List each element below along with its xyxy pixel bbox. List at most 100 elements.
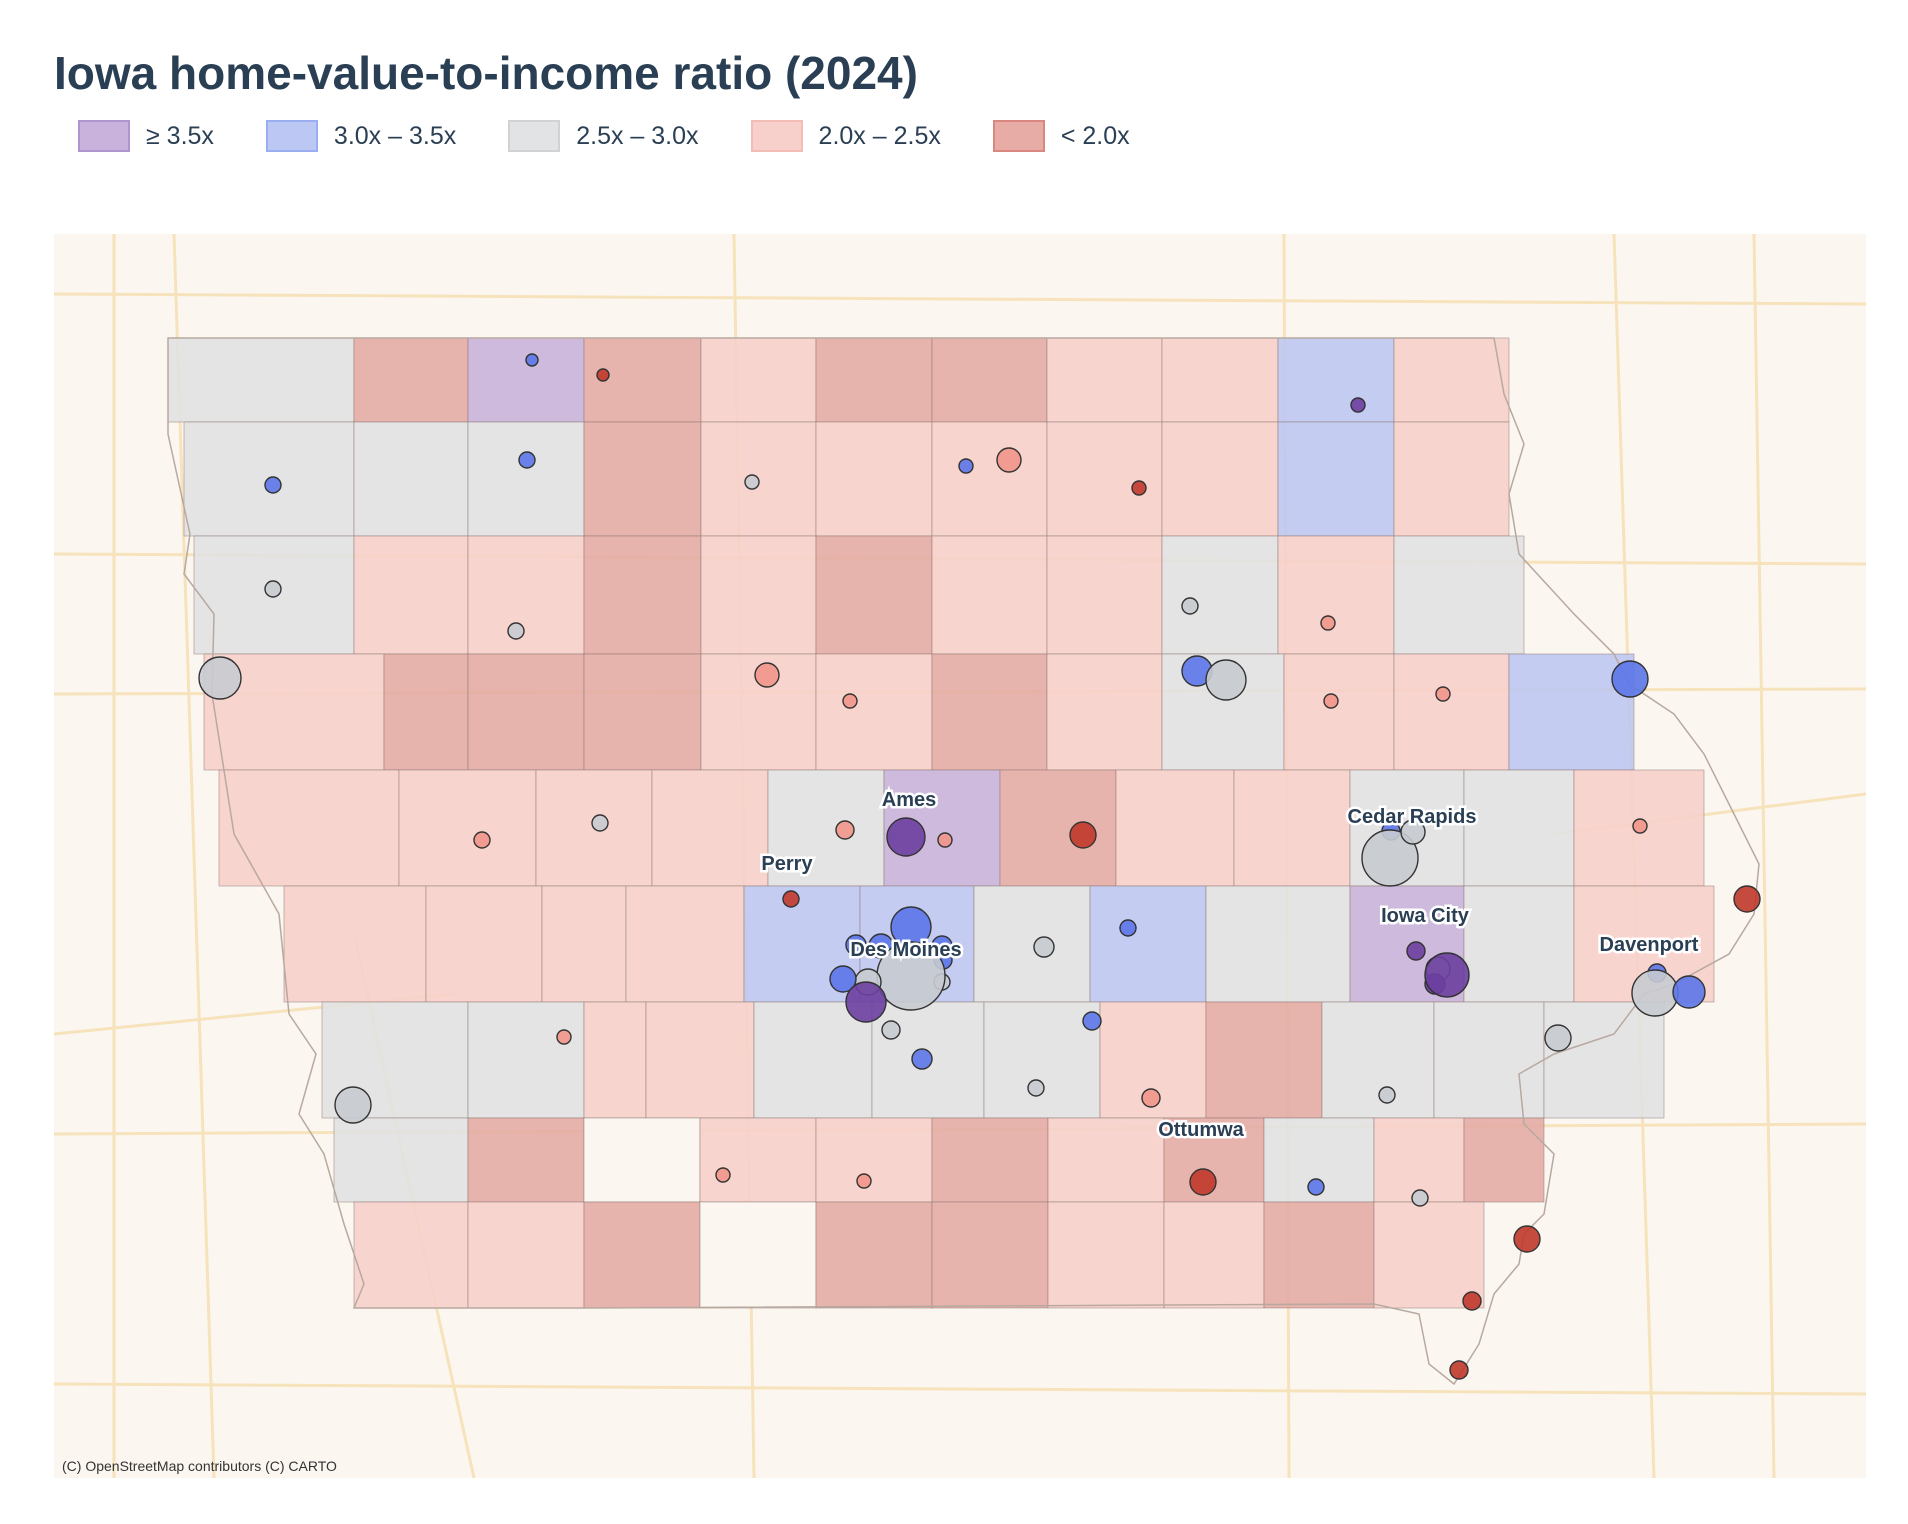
county-none[interactable] (583, 1117, 701, 1203)
county-gray[interactable] (467, 421, 585, 537)
county-blue[interactable] (1277, 421, 1395, 537)
county-gray[interactable] (1543, 1001, 1665, 1119)
county-pink[interactable] (931, 535, 1048, 655)
county-red[interactable] (583, 421, 702, 537)
county-pink[interactable] (283, 885, 427, 1003)
city-marker-pink[interactable] (1323, 693, 1339, 709)
county-red[interactable] (931, 1201, 1049, 1309)
county-pink[interactable] (1393, 421, 1510, 537)
city-marker-gray[interactable] (591, 814, 609, 832)
city-marker-blue[interactable] (1082, 1011, 1102, 1031)
city-marker-gray[interactable] (334, 1086, 372, 1124)
county-pink[interactable] (583, 1001, 647, 1119)
county-pink[interactable] (1046, 535, 1163, 655)
city-marker-red[interactable] (1069, 821, 1097, 849)
county-gray[interactable] (1463, 769, 1575, 887)
county-gray[interactable] (1433, 1001, 1545, 1119)
city-marker-gray[interactable] (1181, 597, 1199, 615)
city-marker-pink[interactable] (1435, 686, 1451, 702)
county-red[interactable] (353, 337, 469, 423)
city-marker-gray[interactable] (1205, 659, 1247, 701)
county-gray[interactable] (1205, 885, 1351, 1003)
city-marker-red[interactable] (1131, 480, 1147, 496)
county-red[interactable] (931, 653, 1048, 771)
city-markers[interactable] (198, 353, 1761, 1380)
county-pink[interactable] (1161, 337, 1279, 423)
city-marker-blue[interactable] (911, 1048, 933, 1070)
county-pink[interactable] (353, 1201, 469, 1309)
city-marker-blue[interactable] (829, 965, 857, 993)
city-marker-red[interactable] (1513, 1225, 1541, 1253)
city-marker-red[interactable] (1462, 1291, 1482, 1311)
county-pink[interactable] (651, 769, 769, 887)
city-marker-gray[interactable] (1400, 819, 1426, 845)
city-marker-pink[interactable] (996, 447, 1022, 473)
city-marker-gray[interactable] (1361, 829, 1419, 887)
city-marker-purple[interactable] (1424, 952, 1470, 998)
city-marker-pink[interactable] (1632, 818, 1648, 834)
city-marker-pink[interactable] (556, 1029, 572, 1045)
county-pink[interactable] (1277, 535, 1395, 655)
city-marker-pink[interactable] (835, 820, 855, 840)
county-red[interactable] (815, 1201, 933, 1309)
county-pink[interactable] (1161, 421, 1279, 537)
county-red[interactable] (1263, 1201, 1375, 1309)
county-pink[interactable] (1373, 1117, 1465, 1203)
county-red[interactable] (999, 769, 1117, 887)
county-pink[interactable] (625, 885, 745, 1003)
county-red[interactable] (467, 1117, 585, 1203)
city-marker-blue[interactable] (525, 353, 539, 367)
county-gray[interactable] (983, 1001, 1101, 1119)
county-pink[interactable] (1046, 337, 1163, 423)
city-marker-red[interactable] (596, 368, 610, 382)
county-pink[interactable] (1393, 653, 1510, 771)
city-marker-gray[interactable] (198, 656, 242, 700)
city-marker-pink[interactable] (754, 662, 780, 688)
city-marker-blue[interactable] (845, 934, 867, 956)
county-gray[interactable] (1463, 885, 1575, 1003)
county-pink[interactable] (1046, 653, 1163, 771)
county-pink[interactable] (815, 421, 933, 537)
legend-item-2-5-3-0[interactable]: 2.5x – 3.0x (508, 120, 699, 152)
county-red[interactable] (583, 653, 702, 771)
county-pink[interactable] (1047, 1117, 1165, 1203)
county-gray[interactable] (1161, 535, 1279, 655)
city-marker-pink[interactable] (1141, 1088, 1161, 1108)
legend-item-3-0-3-5[interactable]: 3.0x – 3.5x (265, 120, 456, 152)
county-purple[interactable] (467, 337, 585, 423)
county-red[interactable] (1205, 1001, 1323, 1119)
county-blue[interactable] (1089, 885, 1207, 1003)
county-pink[interactable] (1373, 1201, 1485, 1309)
county-red[interactable] (931, 337, 1048, 423)
county-pink[interactable] (1393, 337, 1510, 423)
city-marker-blue[interactable] (958, 458, 974, 474)
county-none[interactable] (699, 1201, 817, 1309)
city-marker-red[interactable] (782, 890, 800, 908)
city-marker-gray[interactable] (1027, 1079, 1045, 1097)
city-marker-pink[interactable] (856, 1173, 872, 1189)
city-marker-blue[interactable] (1119, 919, 1137, 937)
county-pink[interactable] (467, 1201, 585, 1309)
county-gray[interactable] (333, 1117, 469, 1203)
county-pink[interactable] (699, 1117, 817, 1203)
city-marker-gray[interactable] (1631, 969, 1679, 1017)
city-marker-gray[interactable] (1033, 936, 1055, 958)
county-gray[interactable] (1393, 535, 1525, 655)
legend-item-2-0-2-5[interactable]: 2.0x – 2.5x (750, 120, 941, 152)
county-red[interactable] (815, 337, 933, 423)
county-pink[interactable] (1233, 769, 1351, 887)
county-red[interactable] (383, 653, 469, 771)
city-marker-pink[interactable] (937, 832, 953, 848)
city-marker-gray[interactable] (744, 474, 760, 490)
county-pink[interactable] (815, 653, 933, 771)
county-pink[interactable] (700, 337, 817, 423)
city-marker-blue[interactable] (264, 476, 282, 494)
county-pink[interactable] (1115, 769, 1235, 887)
legend-item-lt-2-0[interactable]: < 2.0x (992, 120, 1130, 152)
city-marker-purple[interactable] (886, 817, 926, 857)
county-pink[interactable] (1163, 1201, 1265, 1309)
city-marker-gray[interactable] (1411, 1189, 1429, 1207)
county-pink[interactable] (541, 885, 627, 1003)
county-red[interactable] (467, 653, 585, 771)
city-marker-gray[interactable] (1544, 1024, 1572, 1052)
